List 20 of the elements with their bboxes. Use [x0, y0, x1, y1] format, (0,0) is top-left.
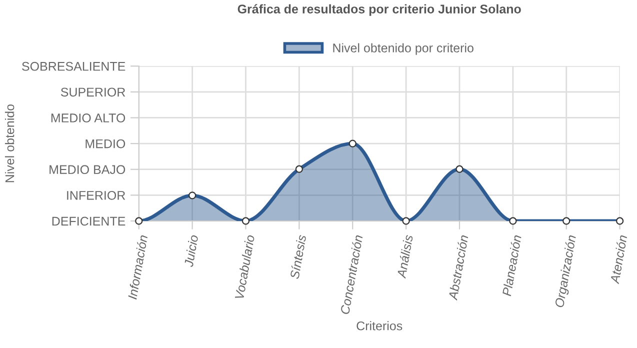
- x-tick-label: Planeación: [502, 234, 522, 296]
- x-tick-label: Organización: [554, 234, 578, 308]
- category-label: SUPERIOR: [60, 88, 126, 97]
- x-tick-label: Atención: [610, 234, 628, 284]
- x-axis-title: Criterios: [356, 321, 402, 330]
- x-tick-label: Síntesis: [289, 234, 306, 280]
- category-label: SOBRESALIENTE: [22, 62, 126, 71]
- category-label: MEDIO BAJO: [50, 165, 126, 174]
- category-label: INFERIOR: [67, 190, 126, 200]
- x-tick-label: Juicio: [184, 234, 198, 268]
- text: Nivel obtenido: [5, 104, 14, 182]
- category-label: DEFICIENTE: [52, 216, 126, 226]
- x-tick-label: Análisis: [396, 234, 414, 279]
- x-tick-label: Vocabulario: [234, 234, 255, 300]
- category-label: MEDIO: [86, 139, 126, 148]
- category-label: MEDIO ALTO: [51, 114, 126, 122]
- chart-title: Gráfica de resultados por criterio Junior Solano: [238, 4, 521, 16]
- x-tick-label: Información: [127, 234, 148, 300]
- x-tick-label: Abstracción: [448, 234, 468, 301]
- legend-label: Nivel obtenido por criterio: [333, 43, 474, 55]
